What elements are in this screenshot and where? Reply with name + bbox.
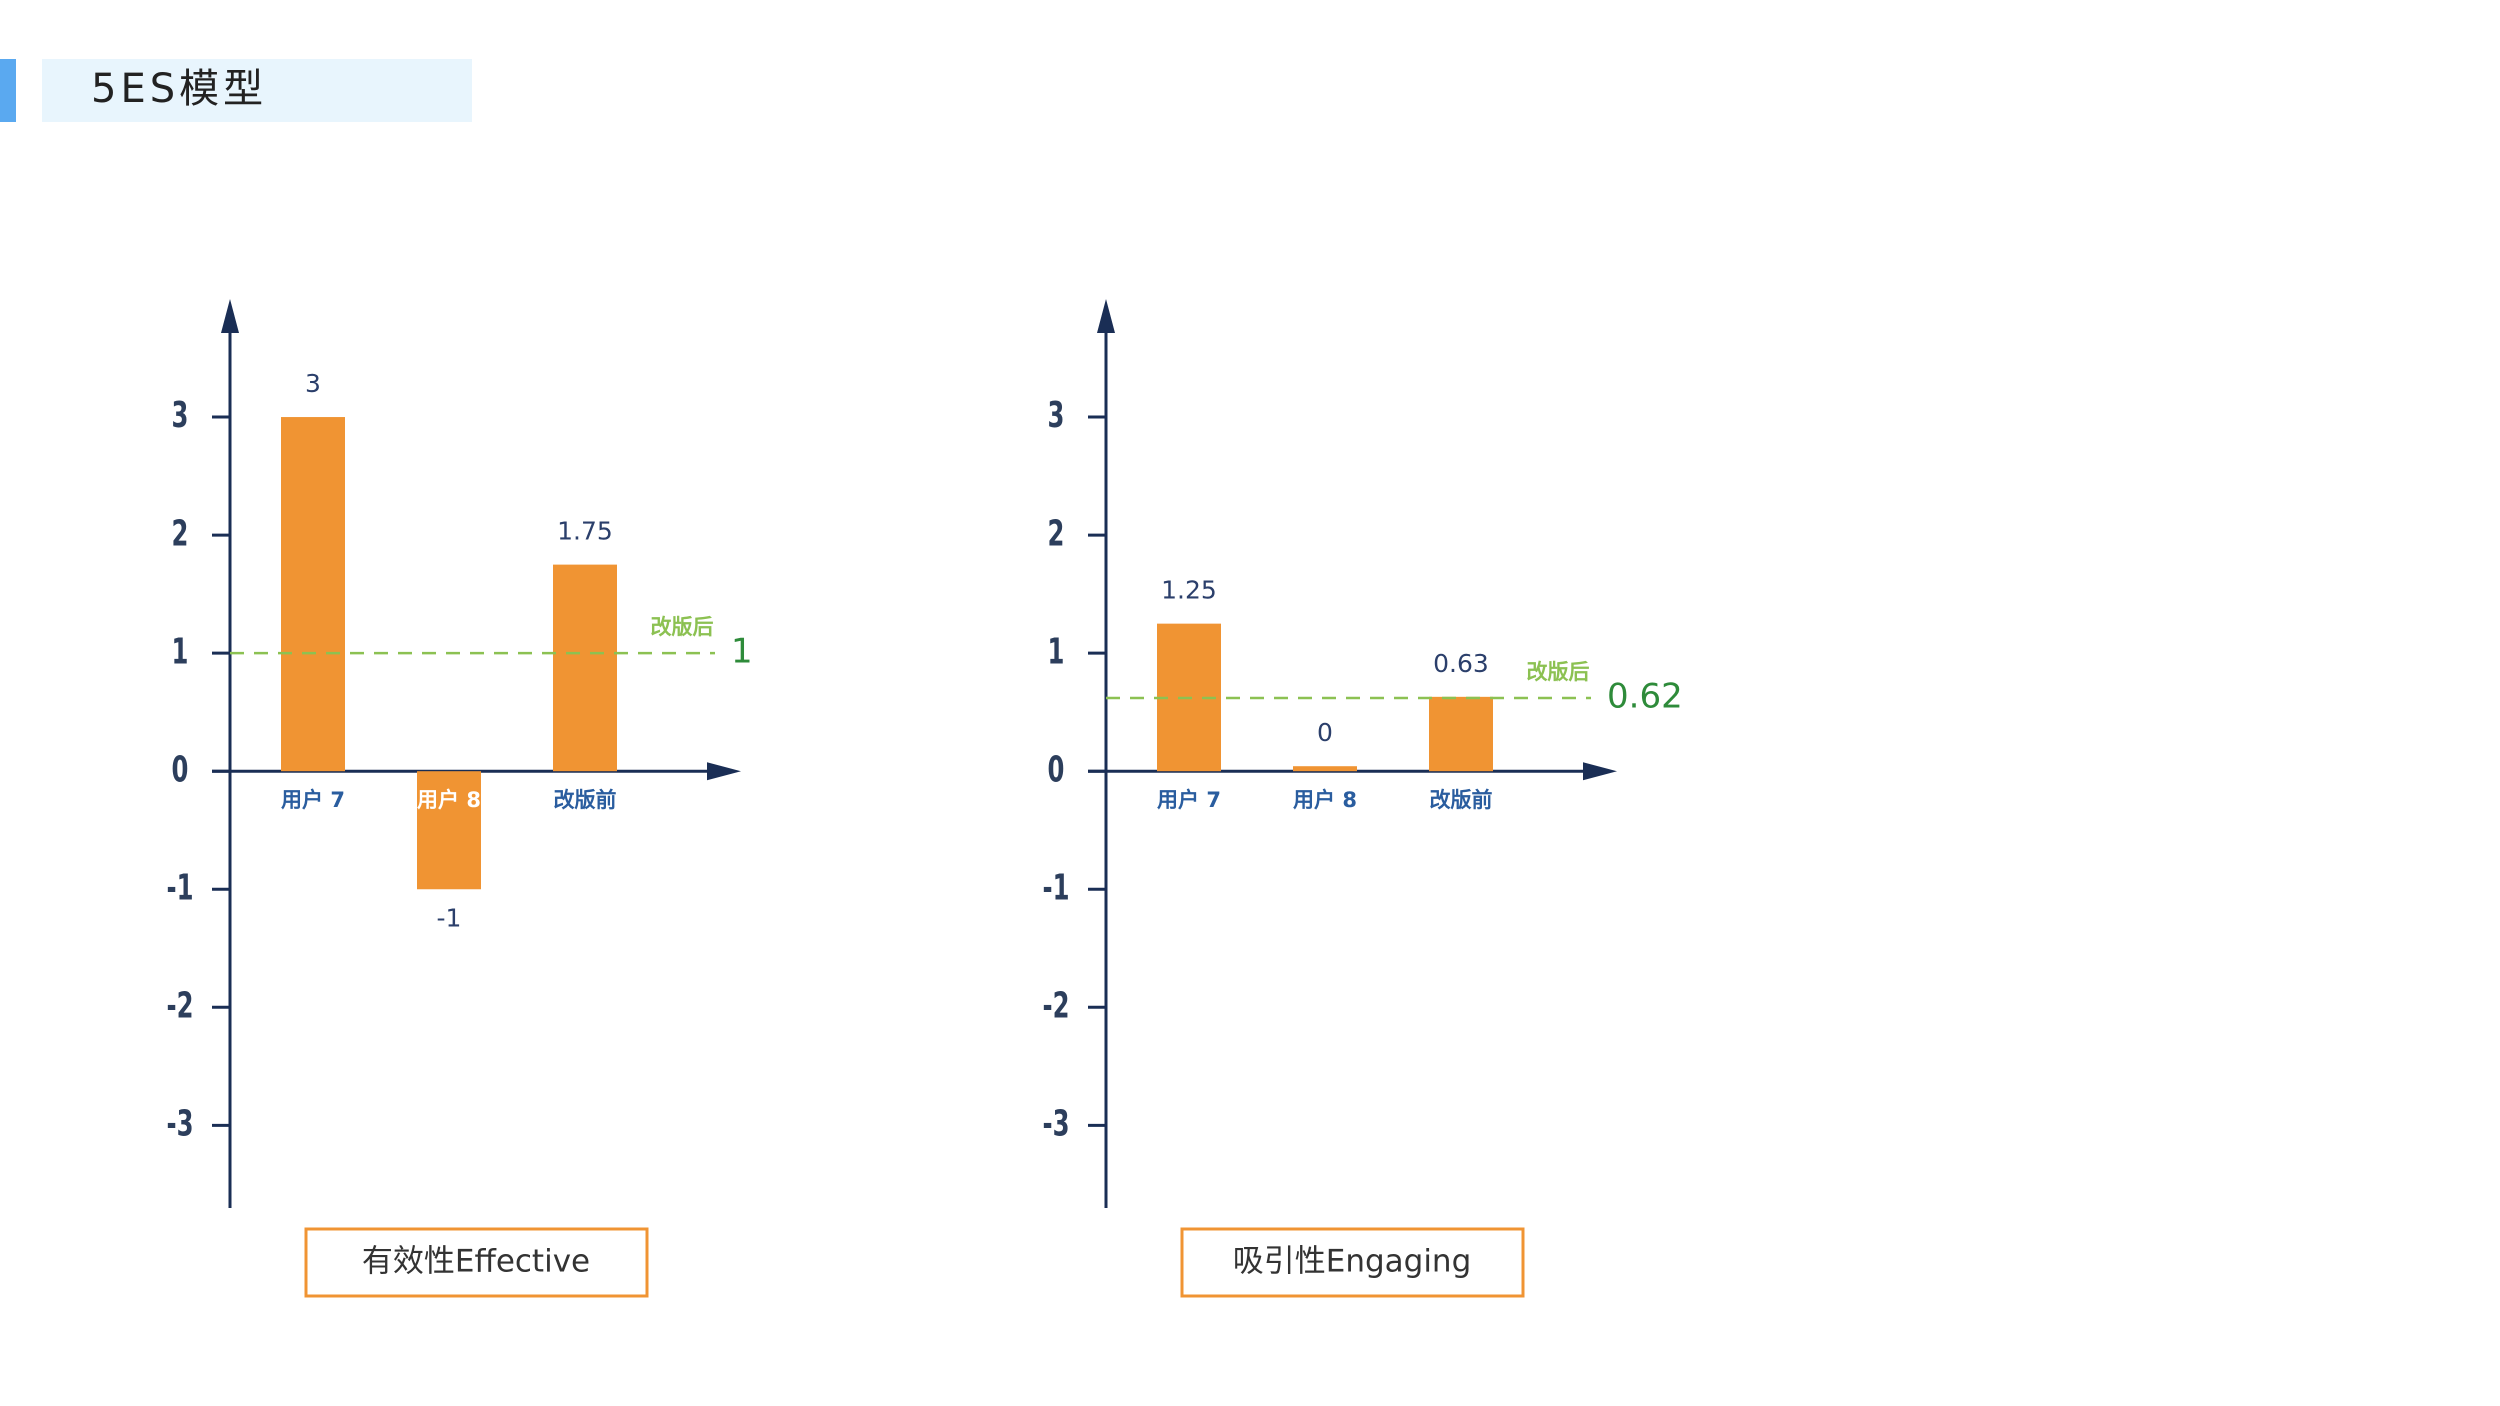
value-label: 1.25 [1161,576,1217,605]
reference-label: 改版后 [1527,660,1590,684]
y-tick-label: 3 [172,393,189,436]
caption-box [1180,1227,1525,1298]
value-label: 1.75 [557,517,613,546]
category-label: 用户 8 [417,788,481,812]
y-axis-arrow [1097,299,1115,333]
reference-value: 1 [731,632,753,672]
bar [281,417,345,772]
value-label: 3 [305,369,321,398]
value-label: 0 [1317,718,1333,747]
header-accent [0,59,16,122]
reference-value: 0.62 [1607,677,1683,717]
y-axis-arrow [221,299,239,333]
category-label: 用户 7 [281,788,345,812]
y-tick-label: -3 [167,1102,194,1145]
y-tick-label: 2 [1048,511,1065,554]
x-axis-arrow [707,762,741,781]
y-tick-label: 1 [172,629,189,672]
bar [417,771,481,890]
value-label: -1 [437,903,462,932]
y-tick-label: 0 [1048,747,1065,790]
bar [1293,766,1357,772]
y-tick-label: -2 [1043,984,1070,1027]
chart-title: 吸引性Engaging [1233,1244,1472,1280]
caption-box [304,1227,649,1298]
y-tick-label: 3 [1048,393,1065,436]
category-label: 用户 8 [1293,788,1357,812]
y-tick-label: -2 [167,984,194,1027]
x-axis-arrow [1583,762,1617,781]
y-tick-label: 0 [172,747,189,790]
bar [1429,696,1493,772]
header-box [42,59,472,122]
reference-label: 改版后 [651,615,714,639]
category-label: 用户 7 [1157,788,1221,812]
y-tick-label: -1 [1043,866,1070,909]
y-tick-label: 2 [172,511,189,554]
y-tick-label: 1 [1048,629,1065,672]
value-label: 0.63 [1433,649,1489,678]
category-label: 改版前 [554,788,617,812]
y-tick-label: -3 [1043,1102,1070,1145]
y-tick-label: -1 [167,866,194,909]
bar [553,564,617,772]
category-label: 改版前 [1430,788,1493,812]
header-title: 5ES模型 [91,66,267,112]
chart-title: 有效性Effective [362,1244,590,1280]
